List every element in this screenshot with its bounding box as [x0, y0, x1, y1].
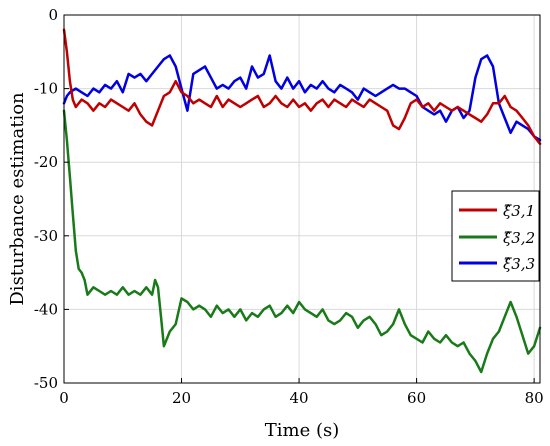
legend-label-2: ξ̂3,2	[503, 229, 535, 247]
legend: ξ̂3,1 ξ̂3,2 ξ̂3,3	[451, 190, 540, 282]
y-tick-label-5: -50	[34, 374, 58, 392]
y-axis-title: Disturbance estimation	[7, 92, 28, 306]
x-axis-title: Time (s)	[265, 420, 340, 441]
ticks	[63, 14, 535, 384]
y-tick-label-2: -20	[34, 153, 58, 171]
series-line-1	[62, 28, 542, 146]
plot-frame	[63, 14, 541, 384]
y-tick-label-4: -40	[34, 300, 58, 318]
x-tick-label-1: 20	[172, 389, 191, 407]
legend-label-3: ξ̂3,3	[503, 255, 535, 273]
series-line-3	[62, 54, 542, 142]
x-tick-label-2: 40	[290, 389, 309, 407]
x-tick-label-4: 80	[525, 389, 544, 407]
x-tick-label-0: 0	[59, 389, 69, 407]
legend-label-1: ξ̂3,1	[503, 202, 535, 220]
y-tick-label-1: -10	[34, 80, 58, 98]
x-tick-label-3: 60	[407, 389, 426, 407]
y-tick-label-0: 0	[48, 6, 58, 24]
series-line-2	[62, 109, 542, 374]
y-tick-label-3: -30	[34, 227, 58, 245]
series-layer	[62, 28, 542, 374]
tick-labels: 0 20 40 60 80 0 -10 -20 -30 -40 -50	[34, 6, 544, 407]
